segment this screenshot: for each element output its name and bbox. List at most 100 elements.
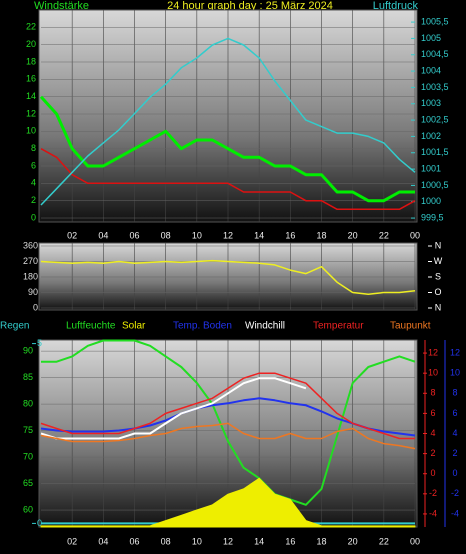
x-tick-label: 08: [161, 536, 171, 546]
x-tick-label: 02: [67, 230, 77, 240]
y-tick-label: 180: [23, 271, 38, 281]
y2-tick-label: S: [435, 271, 441, 281]
y-tick-label: 360: [23, 240, 38, 250]
y2-tick-label: W: [434, 256, 443, 266]
series-line: [40, 37, 416, 206]
y-tick-label: 90: [28, 287, 38, 297]
y2-tick-label: 1004,5: [421, 49, 449, 59]
x-tick-label: 06: [129, 536, 139, 546]
title: 24 hour graph day : 25 März 2024: [167, 0, 333, 12]
x-tick-label: 10: [192, 230, 202, 240]
series-line: [40, 259, 416, 295]
y2-tick-label: 1001,5: [421, 147, 449, 157]
y-tick-label: 85: [23, 372, 33, 382]
legend-entry: Regen: [0, 321, 29, 332]
y2b-tick-label: 8: [452, 388, 457, 398]
y-tick-label: 22: [26, 22, 36, 32]
y2b-tick-label: 12: [450, 347, 460, 357]
series-line: [39, 95, 415, 203]
y2-tick-label: 0: [430, 468, 435, 478]
y-tick-label: 60: [23, 504, 33, 514]
y-tick-label: 4: [31, 178, 36, 188]
y3-tick-label: 5: [37, 338, 42, 348]
y-tick-label: 0: [33, 302, 38, 312]
x-tick-label: 12: [223, 536, 233, 546]
legend-entry: Windchill: [245, 321, 285, 332]
y2-tick-label: 1002,5: [421, 114, 449, 124]
y2-tick-label: 1000: [421, 196, 441, 206]
y2-tick-label: 1000,5: [421, 180, 449, 190]
series-line: [40, 477, 416, 528]
y2-tick-label: 2: [430, 448, 435, 458]
legend-entry: Temp. Boden: [173, 321, 232, 332]
y-tick-label: 2: [31, 195, 36, 205]
x-tick-label: 20: [348, 230, 358, 240]
y-tick-label: 14: [26, 91, 36, 101]
x-tick-label: 22: [379, 230, 389, 240]
y2-tick-label: 8: [430, 388, 435, 398]
y2-tick-label: 12: [428, 347, 438, 357]
series-line: [40, 148, 416, 211]
x-tick-label: 04: [98, 230, 108, 240]
pressure-label: Luftdruck: [373, 0, 419, 12]
x-tick-label: 12: [223, 230, 233, 240]
x-tick-label: 22: [379, 536, 389, 546]
y2-tick-label: 1005,5: [421, 16, 449, 26]
x-tick-label: 06: [129, 230, 139, 240]
y2b-tick-label: 6: [452, 408, 457, 418]
y-tick-label: 20: [26, 39, 36, 49]
y-tick-label: 0: [31, 212, 36, 222]
series-line: [40, 372, 415, 440]
x-tick-label: 00: [410, 230, 420, 240]
x-tick-label: 02: [67, 536, 77, 546]
y-tick-label: 12: [26, 108, 36, 118]
y2-tick-label: 1002: [421, 131, 441, 141]
x-tick-label: 20: [348, 536, 358, 546]
y2-tick-label: 1004: [421, 65, 441, 75]
y2-tick-label: 1003,5: [421, 82, 449, 92]
x-tick-label: 00: [410, 536, 420, 546]
y-tick-label: 16: [26, 74, 36, 84]
y2-tick-label: 1003: [421, 98, 441, 108]
x-tick-label: 10: [192, 536, 202, 546]
y2b-tick-label: 10: [450, 368, 460, 378]
y2-tick-label: 1005: [421, 33, 441, 43]
y2b-tick-label: 2: [452, 448, 457, 458]
y-tick-label: 8: [31, 143, 36, 153]
y2-tick-label: 10: [428, 368, 438, 378]
y2-tick-label: 999,5: [421, 212, 444, 222]
x-tick-label: 14: [254, 230, 264, 240]
y2-tick-label: 6: [430, 408, 435, 418]
x-tick-label: 18: [316, 230, 326, 240]
legend-entry: Taupunkt: [390, 321, 431, 332]
legend-entry: Luftfeuchte: [66, 321, 116, 332]
series-line: [41, 339, 416, 506]
wind-label: Windstärke: [34, 0, 89, 12]
y3-tick-label: 0: [37, 518, 42, 528]
y-tick-label: 80: [23, 398, 33, 408]
y2-tick-label: -2: [429, 488, 437, 498]
x-tick-label: 08: [161, 230, 171, 240]
x-tick-label: 16: [285, 536, 295, 546]
y2-tick-label: 1001: [421, 163, 441, 173]
y2-tick-label: O: [434, 287, 441, 297]
x-tick-label: 18: [316, 536, 326, 546]
series-line: [40, 422, 416, 450]
y-tick-label: 10: [26, 126, 36, 136]
y2-tick-label: 4: [430, 428, 435, 438]
x-tick-label: 16: [285, 230, 295, 240]
legend-entry: Temperatur: [313, 321, 364, 332]
y-tick-label: 65: [23, 478, 33, 488]
y2-tick-label: N: [435, 302, 442, 312]
y2-tick-label: -4: [429, 508, 437, 518]
legend-entry: Solar: [122, 321, 146, 332]
series-line: [40, 377, 307, 440]
y-tick-label: 75: [23, 425, 33, 435]
y-tick-label: 18: [26, 56, 36, 66]
y-tick-label: 270: [23, 256, 38, 266]
y2-tick-label: N: [435, 240, 442, 250]
y2b-tick-label: -2: [451, 488, 459, 498]
y2b-tick-label: 0: [452, 468, 457, 478]
y2b-tick-label: 4: [452, 428, 457, 438]
